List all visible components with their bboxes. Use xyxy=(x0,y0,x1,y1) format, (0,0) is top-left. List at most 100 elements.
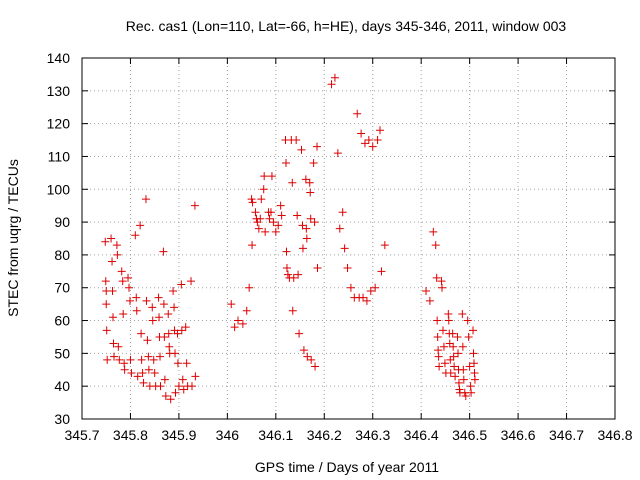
data-point-marker xyxy=(132,306,141,315)
data-point-marker xyxy=(451,372,460,381)
data-point-marker xyxy=(181,323,190,332)
data-point-marker xyxy=(117,267,126,276)
x-tick-label: 346.4 xyxy=(404,427,439,443)
data-point-marker xyxy=(267,172,276,181)
data-point-marker xyxy=(465,362,474,371)
data-point-marker xyxy=(102,300,111,309)
data-point-marker xyxy=(353,109,362,118)
data-point-marker xyxy=(310,218,319,227)
data-point-marker xyxy=(330,73,339,82)
data-point-marker xyxy=(463,316,472,325)
data-point-marker xyxy=(114,342,123,351)
data-point-marker xyxy=(288,306,297,315)
data-point-marker xyxy=(125,296,134,305)
x-tick-label: 346.8 xyxy=(597,427,632,443)
data-point-marker xyxy=(299,346,308,355)
data-point-marker xyxy=(124,273,133,282)
data-point-marker xyxy=(470,375,479,384)
x-axis-label: GPS time / Days of year 2011 xyxy=(255,459,439,475)
data-points xyxy=(101,73,479,404)
data-point-marker xyxy=(119,309,128,318)
data-point-marker xyxy=(139,378,148,387)
data-point-marker xyxy=(148,316,157,325)
data-point-marker xyxy=(309,159,318,168)
data-point-marker xyxy=(274,221,283,230)
x-tick-label: 345.8 xyxy=(113,427,148,443)
data-point-marker xyxy=(182,359,191,368)
data-point-marker xyxy=(108,287,117,296)
data-point-marker xyxy=(450,362,459,371)
data-point-marker xyxy=(359,293,368,302)
data-point-marker xyxy=(458,342,467,351)
data-point-marker xyxy=(297,145,306,154)
data-point-marker xyxy=(242,306,251,315)
y-tick-label: 40 xyxy=(54,378,70,394)
data-point-marker xyxy=(127,369,136,378)
data-point-marker xyxy=(178,375,187,384)
data-point-marker xyxy=(248,198,257,207)
data-point-marker xyxy=(230,323,239,332)
y-tick-label: 80 xyxy=(54,247,70,263)
data-point-marker xyxy=(446,369,455,378)
y-tick-label: 90 xyxy=(54,214,70,230)
data-point-marker xyxy=(464,332,473,341)
data-point-marker xyxy=(118,277,127,286)
data-point-marker xyxy=(467,388,476,397)
data-point-marker xyxy=(170,303,179,312)
data-point-marker xyxy=(136,221,145,230)
data-point-marker xyxy=(126,355,135,364)
data-point-marker xyxy=(156,352,165,361)
data-point-marker xyxy=(281,159,290,168)
data-point-marker xyxy=(247,195,256,204)
data-point-marker xyxy=(109,339,118,348)
data-point-marker xyxy=(364,136,373,145)
data-point-marker xyxy=(234,316,243,325)
data-point-marker xyxy=(261,227,270,236)
data-point-marker xyxy=(289,273,298,282)
x-tick-label: 346.1 xyxy=(258,427,293,443)
data-point-marker xyxy=(161,392,170,401)
data-point-marker xyxy=(269,218,278,227)
plot-frame xyxy=(81,57,616,420)
data-point-marker xyxy=(343,264,352,273)
y-tick-label: 110 xyxy=(48,148,71,164)
data-point-marker xyxy=(164,329,173,338)
y-tick-label: 50 xyxy=(54,345,70,361)
data-point-marker xyxy=(166,395,175,404)
x-tick-label: 346.3 xyxy=(355,427,390,443)
y-tick-label: 120 xyxy=(47,116,71,132)
data-point-marker xyxy=(313,264,322,273)
data-point-marker xyxy=(357,129,366,138)
data-point-marker xyxy=(177,280,186,289)
data-point-marker xyxy=(137,329,146,338)
data-point-marker xyxy=(257,195,266,204)
data-point-marker xyxy=(148,303,157,312)
data-point-marker xyxy=(448,329,457,338)
data-point-marker xyxy=(115,355,124,364)
data-point-marker xyxy=(313,142,322,151)
data-point-marker xyxy=(131,231,140,240)
data-point-marker xyxy=(366,287,375,296)
data-point-marker xyxy=(141,195,150,204)
data-point-marker xyxy=(295,329,304,338)
data-point-marker xyxy=(101,237,110,246)
data-point-marker xyxy=(156,382,165,391)
data-point-marker xyxy=(256,214,265,223)
data-point-marker xyxy=(160,375,169,384)
data-point-marker xyxy=(298,221,307,230)
data-point-marker xyxy=(429,227,438,236)
data-point-marker xyxy=(283,270,292,279)
data-point-marker xyxy=(425,296,434,305)
data-point-marker xyxy=(113,250,122,259)
data-point-marker xyxy=(469,326,478,335)
data-point-marker xyxy=(142,296,151,305)
data-point-marker xyxy=(433,316,442,325)
data-point-marker xyxy=(435,362,444,371)
y-tick-label: 60 xyxy=(54,313,70,329)
data-point-marker xyxy=(112,241,121,250)
data-point-marker xyxy=(432,273,441,282)
data-point-marker xyxy=(277,211,286,220)
x-tick-label: 346.5 xyxy=(452,427,487,443)
data-point-marker xyxy=(171,349,180,358)
data-point-marker xyxy=(445,339,454,348)
